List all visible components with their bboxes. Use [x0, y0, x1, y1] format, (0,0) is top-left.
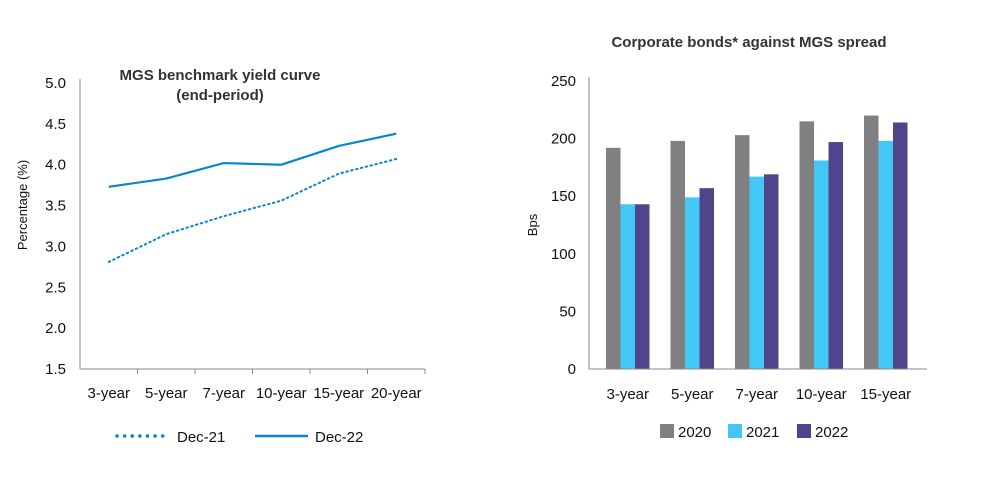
bar-y-tick-label: 150	[551, 188, 576, 205]
legend-label: 2022	[815, 424, 848, 441]
line-y-tick-label: 3.0	[45, 238, 66, 255]
line-y-tick-label: 5.0	[45, 75, 66, 92]
line-x-tick-label: 7-year	[202, 385, 245, 402]
bar-2021-10-year	[814, 160, 829, 369]
line-x-tick-label: 3-year	[87, 385, 130, 402]
bar-2020-5-year	[670, 140, 685, 369]
legend-swatch-2021	[728, 424, 742, 438]
bar-y-tick-label: 250	[551, 73, 576, 90]
bar-2022-10-year	[828, 142, 843, 369]
line-y-tick-label: 2.0	[45, 320, 66, 337]
bar-x-tick-label: 15-year	[860, 386, 911, 403]
bar-2021-15-year	[878, 140, 893, 369]
legend-swatch-2020	[660, 424, 674, 438]
bar-y-axis-label: Bps	[525, 213, 540, 236]
bar-2022-5-year	[699, 188, 714, 369]
line-y-tick-label: 4.0	[45, 157, 66, 174]
bar-x-tick-label: 3-year	[606, 386, 649, 403]
bar-2021-5-year	[685, 197, 700, 369]
bar-2021-7-year	[749, 176, 764, 369]
line-y-axis-label: Percentage (%)	[15, 160, 30, 250]
bar-y-tick-label: 50	[559, 303, 576, 320]
line-chart-title: MGS benchmark yield curve	[120, 67, 321, 84]
legend-label: Dec-22	[315, 429, 363, 446]
legend-label: 2020	[678, 424, 711, 441]
bar-2022-3-year	[635, 204, 650, 369]
bar-2022-7-year	[764, 174, 779, 369]
bar-2022-15-year	[893, 122, 908, 369]
line-series-dec-21	[107, 157, 398, 263]
line-x-tick-label: 15-year	[313, 385, 364, 402]
line-y-tick-label: 2.5	[45, 279, 66, 296]
line-x-tick-label: 5-year	[145, 385, 188, 402]
line-x-tick-label: 10-year	[256, 385, 307, 402]
bar-x-tick-label: 10-year	[796, 386, 847, 403]
bar-y-tick-label: 0	[568, 361, 576, 378]
bar-2020-3-year	[606, 147, 621, 369]
legend-label: 2021	[746, 424, 779, 441]
line-series-dec-22	[108, 132, 397, 188]
line-y-tick-label: 4.5	[45, 116, 66, 133]
line-y-tick-label: 3.5	[45, 198, 66, 215]
bar-chart-title: Corporate bonds* against MGS spread	[611, 34, 886, 51]
legend-swatch-2022	[797, 424, 811, 438]
line-y-tick-label: 1.5	[45, 361, 66, 378]
bar-y-tick-label: 100	[551, 246, 576, 263]
bar-2020-10-year	[799, 121, 814, 369]
bar-2021-3-year	[620, 204, 635, 369]
bar-2020-15-year	[864, 115, 879, 369]
line-chart-subtitle: (end-period)	[176, 87, 264, 104]
bar-x-tick-label: 7-year	[735, 386, 778, 403]
line-x-tick-label: 20-year	[371, 385, 422, 402]
bar-x-tick-label: 5-year	[671, 386, 714, 403]
bar-2020-7-year	[735, 135, 750, 369]
legend-label: Dec-21	[177, 429, 225, 446]
bar-y-tick-label: 200	[551, 131, 576, 148]
